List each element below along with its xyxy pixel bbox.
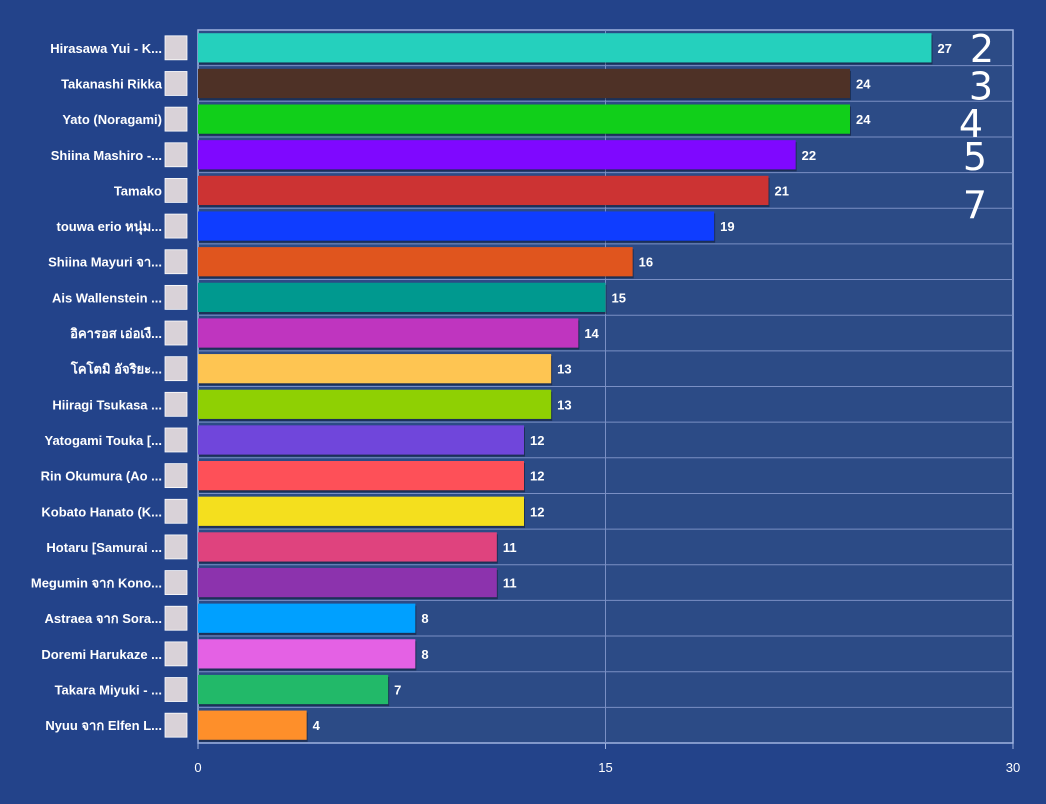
value-label: 14: [584, 326, 599, 341]
value-label: 11: [503, 540, 517, 555]
value-label: 12: [530, 469, 544, 484]
character-thumbnail: [164, 391, 188, 417]
character-thumbnail: [164, 106, 188, 132]
bar: [198, 496, 524, 526]
bar: [198, 389, 552, 419]
character-thumbnail: [164, 605, 188, 631]
bar: [198, 318, 579, 348]
tick-label: 0: [194, 760, 201, 775]
character-thumbnail: [164, 641, 188, 667]
handwritten-rank: 3: [969, 64, 993, 108]
category-label: Doremi Harukaze ...: [41, 647, 162, 662]
value-label: 11: [503, 576, 517, 591]
bar: [198, 532, 497, 562]
category-label: อิคารอส เอ่อเงื...: [70, 326, 162, 341]
value-label: 7: [394, 683, 401, 698]
category-labels: Hirasawa Yui - K... Takanashi Rikka Yato (…: [31, 35, 188, 738]
bar: [198, 140, 796, 170]
gridlines: [198, 30, 1013, 743]
handwritten-rank: 7: [963, 183, 987, 227]
category-label: Shiina Mayuri จา...: [48, 255, 162, 270]
bar: [198, 603, 416, 633]
value-label: 13: [557, 397, 571, 412]
category-label: Kobato Hanato (K...: [41, 504, 162, 519]
value-label: 24: [856, 76, 871, 91]
value-label: 27: [938, 41, 952, 56]
character-thumbnail: [164, 35, 188, 61]
character-thumbnail: [164, 320, 188, 346]
value-label: 4: [313, 718, 321, 733]
category-label: Hiiragi Tsukasa ...: [52, 397, 162, 412]
value-label: 19: [720, 219, 734, 234]
value-label: 12: [530, 433, 544, 448]
bar: [198, 674, 389, 705]
category-label: touwa erio หนุ่ม...: [57, 219, 162, 235]
value-label: 15: [612, 290, 626, 305]
bar: [198, 354, 552, 384]
value-label: 8: [421, 647, 428, 662]
value-label: 22: [802, 148, 816, 163]
tick-label: 15: [598, 760, 612, 775]
category-label: Tamako: [114, 183, 162, 198]
bar: [198, 211, 715, 241]
character-thumbnail: [164, 712, 188, 738]
category-label: Rin Okumura (Ao ...: [41, 469, 162, 484]
character-thumbnail: [164, 142, 188, 168]
bar: [198, 33, 932, 63]
category-label: Hirasawa Yui - K...: [50, 41, 162, 56]
bar: [198, 567, 497, 598]
bar: [198, 639, 416, 669]
value-label: 12: [530, 504, 544, 519]
tick-label: 30: [1006, 760, 1020, 775]
category-label: Hotaru [Samurai ...: [46, 540, 162, 555]
category-label: Shiina Mashiro -...: [51, 148, 162, 163]
character-thumbnail: [164, 427, 188, 453]
category-label: Yato (Noragami): [62, 112, 162, 127]
character-thumbnail: [164, 498, 188, 524]
bar: [198, 175, 769, 206]
bar: [198, 425, 524, 455]
category-label: Takara Miyuki - ...: [55, 683, 162, 698]
character-thumbnail: [164, 71, 188, 96]
category-label: Nyuu จาก Elfen L...: [45, 718, 162, 733]
character-thumbnail: [164, 249, 188, 275]
value-label: 16: [639, 255, 653, 270]
value-label: 8: [421, 611, 428, 626]
value-label: 13: [557, 362, 571, 377]
character-thumbnail: [164, 677, 188, 702]
value-label: 21: [775, 183, 789, 198]
character-thumbnail: [164, 284, 188, 310]
character-thumbnail: [164, 570, 188, 595]
handwritten-rank: 4: [959, 102, 983, 146]
value-labels: 27 24 24 22 21 19 16 15 14 13 13 12 12 12 11 11 8 8 7 4: [313, 41, 952, 733]
x-axis-ticks: 0 15 30: [194, 743, 1020, 775]
category-label: Megumin จาก Kono...: [31, 576, 162, 591]
category-label: Takanashi Rikka: [61, 76, 163, 91]
category-label: Ais Wallenstein ...: [52, 290, 162, 305]
character-thumbnail: [164, 356, 188, 382]
bar: [198, 247, 633, 277]
bar: [198, 461, 524, 491]
category-label: Astraea จาก Sora...: [45, 611, 162, 626]
bar: [198, 68, 850, 99]
handwritten-rank: 5: [963, 135, 987, 179]
value-label: 24: [856, 112, 871, 127]
category-label: Yatogami Touka [...: [44, 433, 162, 448]
bar: [198, 104, 850, 134]
character-thumbnail: [164, 463, 188, 489]
bars: [198, 33, 933, 742]
character-thumbnail: [164, 178, 188, 203]
category-label: โคโตมิ อัจริยะ...: [70, 361, 162, 377]
character-thumbnail: [164, 213, 188, 239]
bar: [198, 710, 307, 740]
character-thumbnail: [164, 534, 188, 560]
handwritten-rank: 2: [970, 27, 994, 71]
bar: [198, 282, 606, 312]
